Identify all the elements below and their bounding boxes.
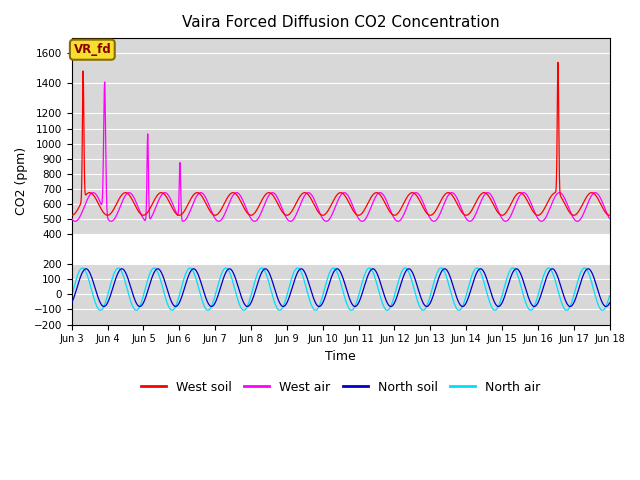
Y-axis label: CO2 (ppm): CO2 (ppm) bbox=[15, 147, 28, 216]
Text: VR_fd: VR_fd bbox=[74, 43, 111, 56]
Legend: West soil, West air, North soil, North air: West soil, West air, North soil, North a… bbox=[136, 375, 545, 398]
Bar bbox=[72, 234, 610, 264]
Title: Vaira Forced Diffusion CO2 Concentration: Vaira Forced Diffusion CO2 Concentration bbox=[182, 15, 499, 30]
X-axis label: Time: Time bbox=[325, 350, 356, 363]
